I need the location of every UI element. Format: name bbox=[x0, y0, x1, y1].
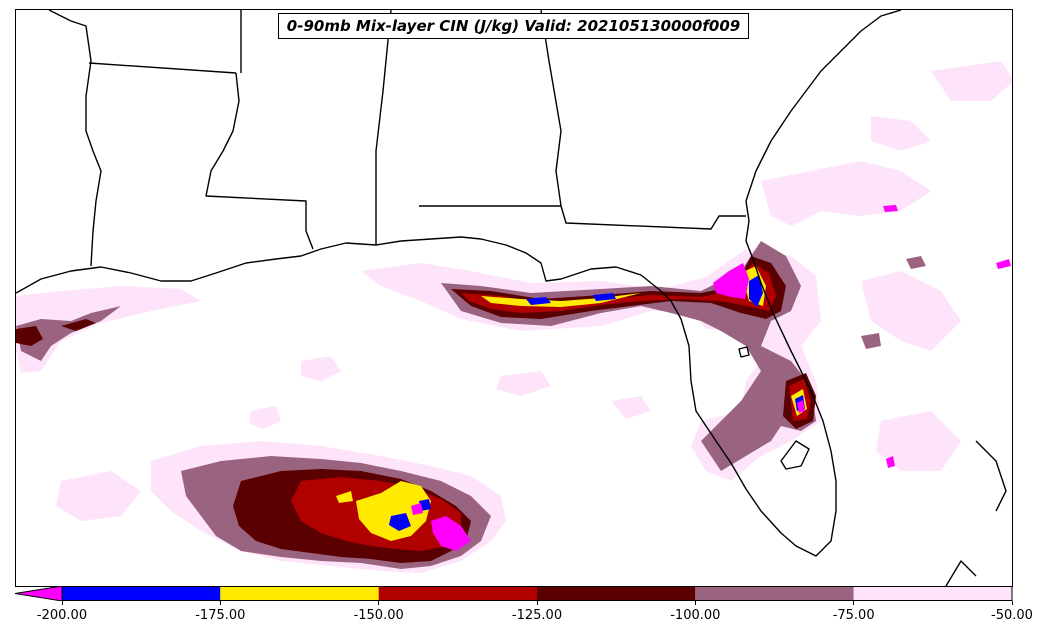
colorbar-segments bbox=[62, 586, 1012, 601]
colorbar-segment bbox=[853, 586, 1012, 601]
colorbar-tick-label: -175.00 bbox=[195, 608, 246, 623]
colorbar-tick-label: -150.00 bbox=[353, 608, 404, 623]
colorbar-tick-mark bbox=[1011, 601, 1013, 605]
map-panel bbox=[15, 9, 1013, 587]
map-title: 0-90mb Mix-layer CIN (J/kg) Valid: 20210… bbox=[278, 13, 749, 39]
colorbar-segment bbox=[62, 586, 221, 601]
colorbar-segment bbox=[378, 586, 537, 601]
colorbar bbox=[15, 586, 1013, 601]
colorbar-tick-mark bbox=[378, 601, 380, 605]
colorbar-tick-label: -200.00 bbox=[36, 608, 88, 623]
cin-fill-magenta bbox=[411, 205, 1011, 551]
colorbar-segment bbox=[220, 586, 379, 601]
coastline-and-state-borders bbox=[16, 10, 1007, 586]
colorbar-tick-label: -50.00 bbox=[991, 608, 1033, 623]
colorbar-tick-mark bbox=[536, 601, 538, 605]
colorbar-segment bbox=[537, 586, 696, 601]
colorbar-tick-mark bbox=[219, 601, 221, 605]
colorbar-tick-label: -125.00 bbox=[511, 608, 563, 623]
colorbar-tick-mark bbox=[61, 601, 63, 605]
colorbar-segment bbox=[695, 586, 854, 601]
colorbar-under-triangle bbox=[15, 586, 63, 601]
colorbar-tick-mark bbox=[694, 601, 696, 605]
cin-map bbox=[16, 10, 1012, 586]
colorbar-tick-label: -100.00 bbox=[670, 608, 721, 623]
colorbar-tick-mark bbox=[853, 601, 855, 605]
colorbar-tick-label: -75.00 bbox=[832, 608, 875, 623]
